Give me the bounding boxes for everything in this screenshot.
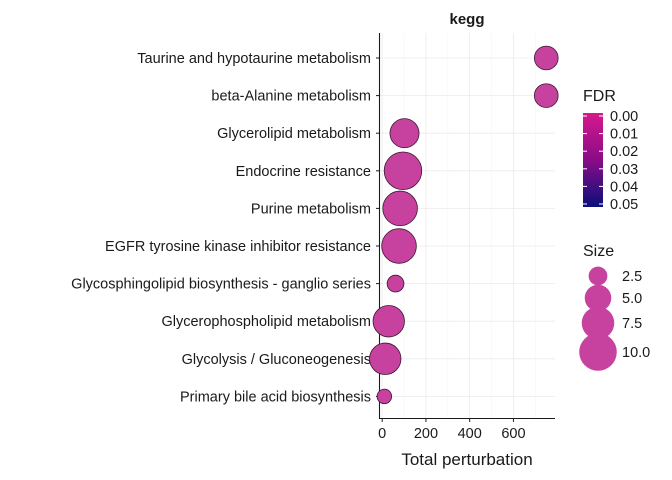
y-tick-label: Taurine and hypotaurine metabolism (137, 51, 371, 67)
data-point (389, 118, 420, 149)
size-legend-label: 10.0 (622, 345, 650, 361)
size-legend-key (588, 266, 608, 286)
fdr-legend-title: FDR (583, 88, 616, 105)
size-legend-title: Size (583, 243, 614, 260)
size-legend-key (581, 306, 615, 340)
fdr-tick-label: 0.01 (610, 127, 638, 143)
size-legend: Size 2.5 5.0 7.5 10.0 (579, 243, 650, 371)
fdr-tick-label: 0.00 (610, 109, 638, 125)
data-point (383, 151, 423, 190)
data-point (533, 45, 559, 71)
data-point (376, 388, 393, 405)
y-tick-label: Primary bile acid biosynthesis (180, 389, 371, 405)
fdr-tick-label: 0.03 (610, 162, 638, 178)
size-legend-label: 5.0 (622, 291, 642, 307)
fdr-tick-label: 0.05 (610, 197, 638, 213)
data-point (386, 274, 405, 293)
x-tick-label: 600 (501, 426, 525, 442)
data-point (369, 342, 402, 375)
size-legend-key (579, 333, 617, 371)
axes (378, 33, 555, 420)
y-tick-label: Glycolysis / Gluconeogenesis (182, 352, 371, 368)
size-legend-keys: 2.5 5.0 7.5 10.0 (579, 266, 650, 371)
fdr-tick-label: 0.04 (610, 179, 638, 195)
data-point (381, 228, 417, 264)
data-point (372, 305, 405, 338)
x-tick-label: 400 (458, 426, 482, 442)
y-tick-label: EGFR tyrosine kinase inhibitor resistanc… (105, 239, 371, 255)
size-legend-label: 7.5 (622, 316, 642, 332)
chart-title: kegg (449, 11, 484, 28)
y-tick-label: Purine metabolism (251, 201, 371, 217)
grid-lines (380, 33, 555, 418)
y-tick-label: Endocrine resistance (236, 164, 371, 180)
data-point (533, 83, 559, 108)
x-axis-label: Total perturbation (401, 450, 532, 469)
size-legend-key (584, 284, 612, 312)
y-tick-label: beta-Alanine metabolism (211, 89, 371, 105)
y-tick-labels: Taurine and hypotaurine metabolism beta-A… (71, 51, 380, 405)
x-ticks: 0 200 400 600 (378, 418, 526, 442)
y-tick-label: Glycosphingolipid biosynthesis - ganglio… (71, 277, 371, 293)
y-tick-label: Glycerophospholipid metabolism (161, 314, 371, 330)
data-point (382, 190, 418, 227)
fdr-colorbar (583, 113, 603, 207)
x-tick-label: 200 (414, 426, 438, 442)
x-tick-label: 0 (378, 426, 386, 442)
y-tick-label: Glycerolipid metabolism (217, 126, 371, 142)
fdr-legend-ticks: 0.00 0.010.02 0.030.04 0.05 (583, 109, 638, 213)
fdr-legend: FDR 0.00 0.010.02 0.030.04 0.05 (583, 88, 638, 213)
size-legend-label: 2.5 (622, 269, 642, 285)
fdr-tick-label: 0.02 (610, 144, 638, 160)
data-points (369, 45, 559, 405)
